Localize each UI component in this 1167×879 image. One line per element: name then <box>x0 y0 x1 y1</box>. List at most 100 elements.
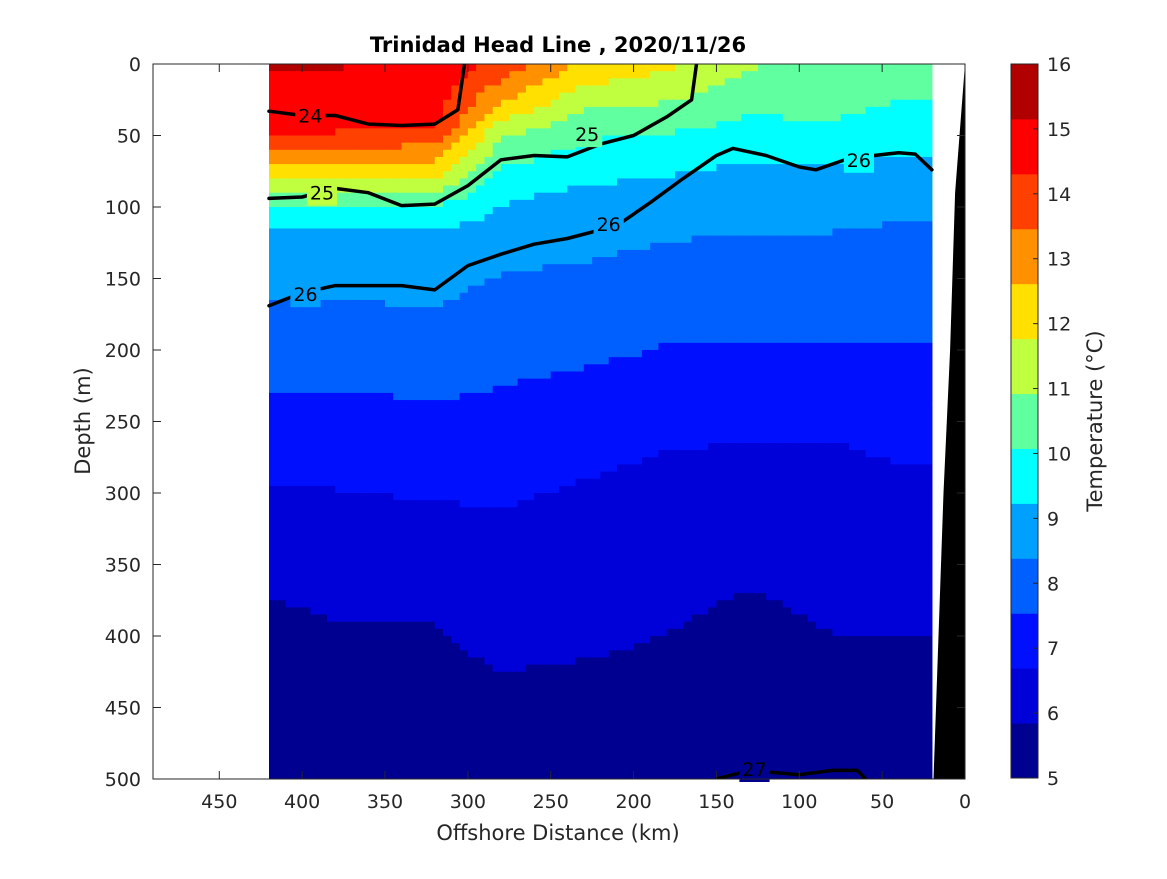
temperature-cell <box>409 392 419 401</box>
temperature-cell <box>509 514 519 523</box>
temperature-cell <box>525 378 535 387</box>
temperature-cell <box>675 707 684 716</box>
temperature-cell <box>360 142 370 151</box>
temperature-cell <box>418 385 428 394</box>
temperature-cell <box>302 435 312 444</box>
temperature-cell <box>525 671 535 680</box>
temperature-cell <box>633 493 643 501</box>
temperature-cell <box>401 335 411 344</box>
temperature-cell <box>277 199 287 208</box>
temperature-cell <box>534 600 544 608</box>
temperature-cell <box>658 328 668 337</box>
temperature-cell <box>525 585 535 594</box>
temperature-cell <box>459 607 469 616</box>
temperature-cell <box>327 607 336 616</box>
temperature-cell <box>542 307 552 315</box>
temperature-cell <box>459 500 469 508</box>
temperature-cell <box>534 728 544 737</box>
temperature-cell <box>418 171 428 179</box>
temperature-cell <box>343 364 353 373</box>
temperature-cell <box>641 671 651 680</box>
temperature-cell <box>451 407 461 415</box>
temperature-cell <box>368 64 378 72</box>
temperature-cell <box>517 643 527 651</box>
temperature-cell <box>318 357 328 365</box>
temperature-cell <box>351 478 361 487</box>
temperature-cell <box>600 321 610 330</box>
temperature-cell <box>583 535 593 544</box>
temperature-cell <box>401 78 411 87</box>
temperature-cell <box>592 528 602 537</box>
temperature-cell <box>310 585 320 594</box>
temperature-cell <box>293 593 303 601</box>
temperature-cell <box>484 528 494 537</box>
temperature-cell <box>542 514 552 523</box>
temperature-cell <box>335 257 345 265</box>
temperature-cell <box>459 285 469 294</box>
temperature-cell <box>310 600 320 608</box>
temperature-cell <box>600 593 610 601</box>
temperature-cell <box>385 664 394 673</box>
temperature-cell <box>658 207 668 215</box>
temperature-cell <box>517 407 527 415</box>
temperature-cell <box>434 214 444 222</box>
temperature-cell <box>327 664 336 673</box>
temperature-cell <box>327 114 336 122</box>
temperature-cell <box>277 593 287 601</box>
temperature-cell <box>426 71 436 79</box>
temperature-cell <box>285 650 295 659</box>
temperature-cell <box>409 764 419 773</box>
temperature-cell <box>293 307 303 315</box>
temperature-cell <box>650 671 660 680</box>
temperature-cell <box>310 450 320 458</box>
temperature-cell <box>567 743 577 751</box>
temperature-cell <box>376 78 386 87</box>
temperature-cell <box>567 64 577 72</box>
temperature-cell <box>401 328 411 337</box>
temperature-cell <box>426 428 436 437</box>
temperature-cell <box>277 636 287 644</box>
temperature-cell <box>633 464 643 473</box>
temperature-cell <box>434 92 444 101</box>
temperature-cell <box>426 714 436 723</box>
temperature-cell <box>401 149 411 158</box>
temperature-cell <box>293 171 303 179</box>
temperature-cell <box>583 721 593 730</box>
temperature-cell <box>550 99 560 108</box>
temperature-cell <box>277 400 287 408</box>
temperature-cell <box>351 364 361 373</box>
temperature-cell <box>418 257 428 265</box>
temperature-cell <box>492 578 502 587</box>
temperature-cell <box>360 221 370 230</box>
temperature-cell <box>418 521 428 530</box>
temperature-cell <box>592 285 602 294</box>
temperature-cell <box>401 535 411 544</box>
temperature-cell <box>318 407 328 415</box>
temperature-cell <box>418 714 428 723</box>
temperature-cell <box>310 628 320 637</box>
temperature-cell <box>467 321 477 330</box>
temperature-cell <box>484 407 494 415</box>
temperature-cell <box>592 657 602 666</box>
temperature-cell <box>368 378 378 387</box>
temperature-cell <box>360 392 370 401</box>
temperature-cell <box>525 71 535 79</box>
temperature-cell <box>650 757 660 766</box>
temperature-cell <box>675 478 684 487</box>
temperature-cell <box>525 371 535 380</box>
temperature-cell <box>534 571 544 580</box>
temperature-cell <box>327 228 336 237</box>
temperature-cell <box>310 721 320 730</box>
temperature-cell <box>310 92 320 101</box>
temperature-cell <box>575 657 585 666</box>
temperature-cell <box>509 678 519 687</box>
temperature-cell <box>658 650 668 659</box>
temperature-cell <box>269 714 278 723</box>
temperature-cell <box>509 764 519 773</box>
temperature-cell <box>385 535 394 544</box>
temperature-cell <box>285 657 295 666</box>
temperature-cell <box>409 99 419 108</box>
temperature-cell <box>467 514 477 523</box>
temperature-cell <box>575 350 585 358</box>
temperature-cell <box>592 664 602 673</box>
